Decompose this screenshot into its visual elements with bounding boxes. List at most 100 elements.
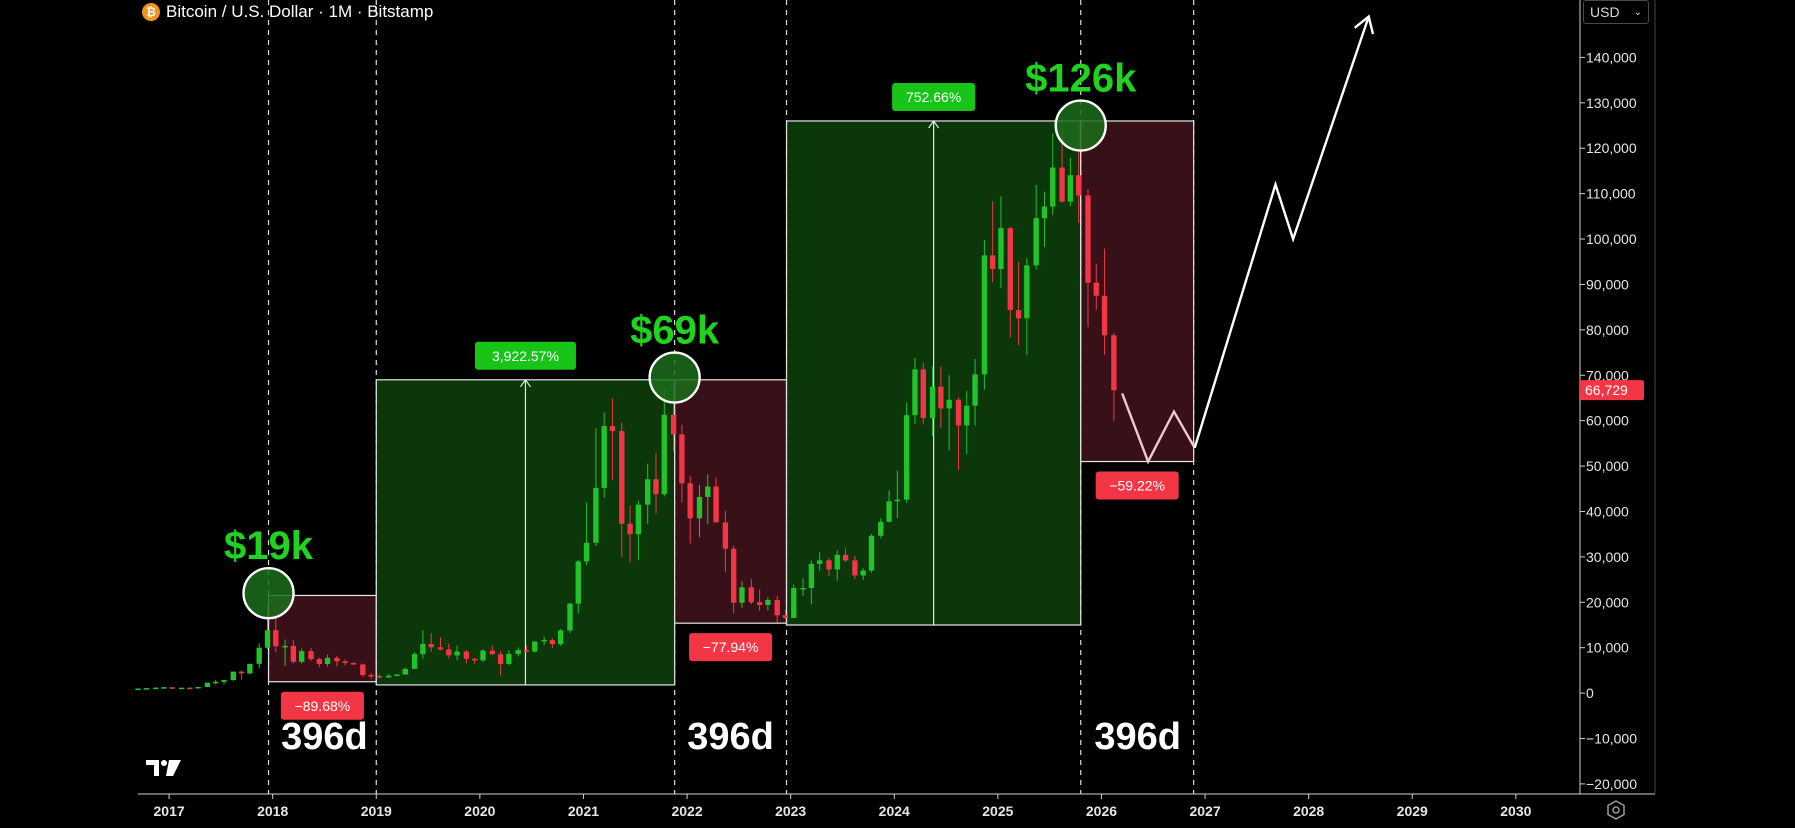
chevron-down-icon: ⌄ xyxy=(1633,6,1642,18)
chart-title: Bitcoin / U.S. Dollar · 1M · Bitstamp xyxy=(166,2,434,21)
y-tick-label-3: 10,000 xyxy=(1586,640,1629,656)
chart-annotations: $19k $69k $126k −89.68% 3,922.57% −77.94% 752.… xyxy=(224,57,1181,758)
change-label-4: −59.22% xyxy=(1109,478,1165,494)
change-label-0: −89.68% xyxy=(295,698,351,714)
candle-body-110 xyxy=(1085,195,1091,283)
y-tick-label-9: 70,000 xyxy=(1586,367,1629,383)
candle-body-6 xyxy=(187,687,193,690)
candle-body-80 xyxy=(826,560,832,570)
candle-body-44 xyxy=(515,650,521,654)
candle-body-33 xyxy=(420,643,426,655)
rally-measure-arrow-3 xyxy=(928,119,940,129)
y-tick-label-16: 140,000 xyxy=(1586,49,1637,65)
candle-body-32 xyxy=(411,654,418,669)
candle-body-92 xyxy=(929,386,936,418)
candle-body-26 xyxy=(360,664,366,675)
bitcoin-icon: ₿ xyxy=(142,3,160,21)
change-label-box-3 xyxy=(892,82,976,111)
projection-paths xyxy=(1121,14,1375,465)
y-tick-label-7: 50,000 xyxy=(1586,458,1629,474)
candle-body-105 xyxy=(1041,206,1048,219)
candle-body-31 xyxy=(402,668,408,675)
x-tick-label-13: 2030 xyxy=(1500,803,1531,819)
candle-body-62 xyxy=(670,414,677,435)
candle-body-102 xyxy=(1015,310,1022,319)
candle-body-17 xyxy=(282,645,288,648)
x-tick-label-11: 2028 xyxy=(1293,803,1324,819)
x-tick-label-5: 2022 xyxy=(671,803,702,819)
candle-body-55 xyxy=(609,426,616,432)
candle-body-39 xyxy=(472,658,478,661)
peak-label-2: $126k xyxy=(1025,57,1137,101)
candle-body-100 xyxy=(998,228,1004,270)
candle-body-104 xyxy=(1033,218,1039,266)
candle-body-51 xyxy=(575,561,581,604)
candle-body-63 xyxy=(679,434,685,484)
candle-body-37 xyxy=(454,651,460,656)
peak-label-1: $69k xyxy=(630,309,720,353)
candle-body-22 xyxy=(324,657,331,665)
candle-body-30 xyxy=(394,674,400,676)
candle-body-7 xyxy=(195,686,201,689)
candle-body-109 xyxy=(1075,175,1082,196)
rally-measure-arrow-1 xyxy=(519,378,531,388)
candle-body-108 xyxy=(1067,175,1074,202)
projection-white-path xyxy=(1193,16,1370,449)
candle-body-103 xyxy=(1024,265,1030,319)
candle-body-18 xyxy=(290,645,297,662)
candle-body-61 xyxy=(661,414,667,495)
candle-body-34 xyxy=(428,643,434,648)
candle-body-91 xyxy=(920,369,926,418)
candle-body-76 xyxy=(791,587,797,618)
candle-body-73 xyxy=(765,600,771,606)
candle-body-23 xyxy=(334,657,340,662)
candle-body-67 xyxy=(713,486,719,523)
candle-body-56 xyxy=(619,431,625,524)
candle-body-98 xyxy=(981,255,988,375)
candle-body-4 xyxy=(169,687,175,689)
candle-body-81 xyxy=(834,554,840,570)
candle-body-40 xyxy=(480,650,486,661)
candle-body-47 xyxy=(541,640,547,642)
candle-body-8 xyxy=(204,682,211,687)
currency-select[interactable]: USD ⌄ xyxy=(1583,0,1649,24)
candle-body-72 xyxy=(756,602,763,606)
duration-label-0: 396d xyxy=(281,716,368,758)
candle-body-111 xyxy=(1093,282,1099,296)
x-tick-label-2: 2019 xyxy=(361,803,392,819)
candle-body-94 xyxy=(946,399,952,409)
candle-body-1 xyxy=(143,688,149,690)
x-tick-label-0: 2017 xyxy=(154,803,185,819)
candle-body-15 xyxy=(264,630,271,648)
candle-body-84 xyxy=(860,570,866,576)
candle-body-16 xyxy=(273,630,279,647)
candle-body-35 xyxy=(437,647,444,650)
candle-body-11 xyxy=(230,671,236,681)
candle-body-88 xyxy=(894,499,901,502)
candle-body-24 xyxy=(342,661,348,663)
candle-body-66 xyxy=(705,486,711,497)
candle-body-48 xyxy=(549,640,556,645)
peak-label-0: $19k xyxy=(224,524,314,568)
candlestick-series xyxy=(135,120,1117,691)
cycle-zones xyxy=(267,119,1195,686)
candle-body-5 xyxy=(178,687,185,690)
candle-body-29 xyxy=(386,675,392,678)
candle-body-74 xyxy=(774,600,780,616)
x-tick-label-12: 2029 xyxy=(1397,803,1428,819)
currency-value: USD xyxy=(1590,4,1620,20)
duration-label-1: 396d xyxy=(687,716,774,758)
y-tick-label-14: 120,000 xyxy=(1586,140,1637,156)
candle-body-89 xyxy=(904,415,910,500)
peak-circle-0 xyxy=(242,567,295,620)
candle-body-45 xyxy=(523,650,530,652)
candle-body-77 xyxy=(800,587,806,590)
y-tick-label-0: −20,000 xyxy=(1586,776,1637,792)
candle-body-0 xyxy=(135,688,141,691)
candle-body-57 xyxy=(627,523,633,535)
candle-body-52 xyxy=(583,542,590,562)
x-tick-label-3: 2020 xyxy=(464,803,495,819)
settings-icon[interactable] xyxy=(1605,799,1627,821)
candle-body-27 xyxy=(368,674,374,677)
